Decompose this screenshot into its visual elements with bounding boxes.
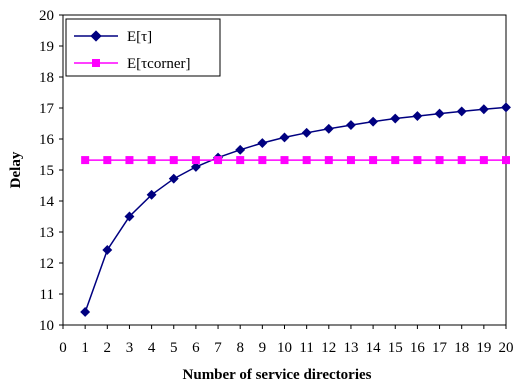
- x-tick-label: 13: [343, 340, 358, 356]
- series-2-point: [280, 156, 289, 165]
- y-tick-label: 11: [40, 287, 54, 303]
- series-1-point: [168, 173, 179, 184]
- series-1-point: [257, 138, 268, 148]
- y-tick-label: 15: [39, 163, 54, 179]
- x-tick-label: 9: [259, 340, 267, 356]
- series-2-point: [502, 156, 510, 165]
- series-2-point: [479, 156, 488, 165]
- x-tick-label: 3: [126, 340, 134, 356]
- series-1-point: [235, 144, 246, 155]
- x-tick-label: 11: [299, 340, 313, 356]
- series-2-point: [369, 156, 378, 165]
- series-2-point: [236, 156, 245, 165]
- x-tick-label: 14: [366, 340, 382, 356]
- series-2-point: [258, 156, 267, 165]
- x-axis-title: Number of service directories: [183, 367, 372, 380]
- y-tick-label: 10: [39, 318, 54, 334]
- series-2-point: [413, 156, 422, 165]
- x-tick-label: 18: [454, 340, 469, 356]
- series-2-point: [169, 156, 178, 165]
- x-tick-label: 8: [236, 340, 244, 356]
- x-tick-label: 7: [214, 340, 222, 356]
- series-2-point: [81, 156, 90, 165]
- series-1-point: [146, 189, 157, 200]
- y-axis-title: Delay: [8, 151, 24, 188]
- y-tick-label: 12: [39, 256, 54, 272]
- x-tick-label: 5: [170, 340, 178, 356]
- x-tick-label: 16: [410, 340, 426, 356]
- series-1-point: [279, 132, 290, 143]
- x-tick-label: 4: [148, 340, 156, 356]
- y-tick-label: 16: [39, 132, 55, 148]
- series-2-point: [435, 156, 444, 165]
- series-1-point: [124, 211, 135, 222]
- x-tick-label: 0: [59, 340, 67, 356]
- series-2-point: [324, 156, 333, 165]
- series-2-point: [302, 156, 311, 165]
- x-tick-label: 19: [476, 340, 491, 356]
- x-tick-label: 15: [388, 340, 403, 356]
- series-2-point: [457, 156, 466, 165]
- legend-box: [65, 18, 221, 77]
- x-tick-label: 17: [432, 340, 448, 356]
- series-2-point: [103, 156, 112, 165]
- legend-marker-series-2: [92, 59, 100, 67]
- y-tick-label: 19: [39, 39, 54, 55]
- x-axis-ticks: 0 1 2 3 4 5 6 7 8 9 10 11 12 13 14 15 16 17 18 19 20: [59, 325, 514, 356]
- legend-label-series-1: E[τ]: [127, 29, 152, 45]
- x-tick-label: 2: [104, 340, 112, 356]
- series-2-point: [125, 156, 134, 165]
- series-2-point: [346, 156, 355, 165]
- x-tick-label: 10: [277, 340, 292, 356]
- series-1-point: [301, 127, 312, 138]
- series-1-point: [190, 161, 201, 172]
- x-tick-label: 1: [81, 340, 89, 356]
- y-tick-label: 20: [39, 8, 54, 24]
- series-2-point: [147, 156, 156, 165]
- y-tick-label: 13: [39, 225, 54, 241]
- x-tick-label: 12: [321, 340, 336, 356]
- series-1-point: [102, 245, 113, 255]
- y-axis-ticks: 10 11 12 13 14 15 16 17 18 19 20: [39, 8, 63, 334]
- series-1-point: [323, 123, 334, 134]
- series-2-point: [191, 156, 200, 165]
- legend: E[τ] E[τcorner]: [65, 18, 221, 77]
- legend-label-series-2: E[τcorner]: [127, 56, 191, 72]
- y-tick-label: 18: [39, 70, 54, 86]
- y-tick-label: 14: [39, 194, 55, 210]
- x-tick-label: 20: [499, 340, 514, 356]
- series-2-point: [214, 156, 223, 165]
- series-2-point: [391, 156, 400, 165]
- y-tick-label: 17: [39, 101, 55, 117]
- x-tick-label: 6: [192, 340, 200, 356]
